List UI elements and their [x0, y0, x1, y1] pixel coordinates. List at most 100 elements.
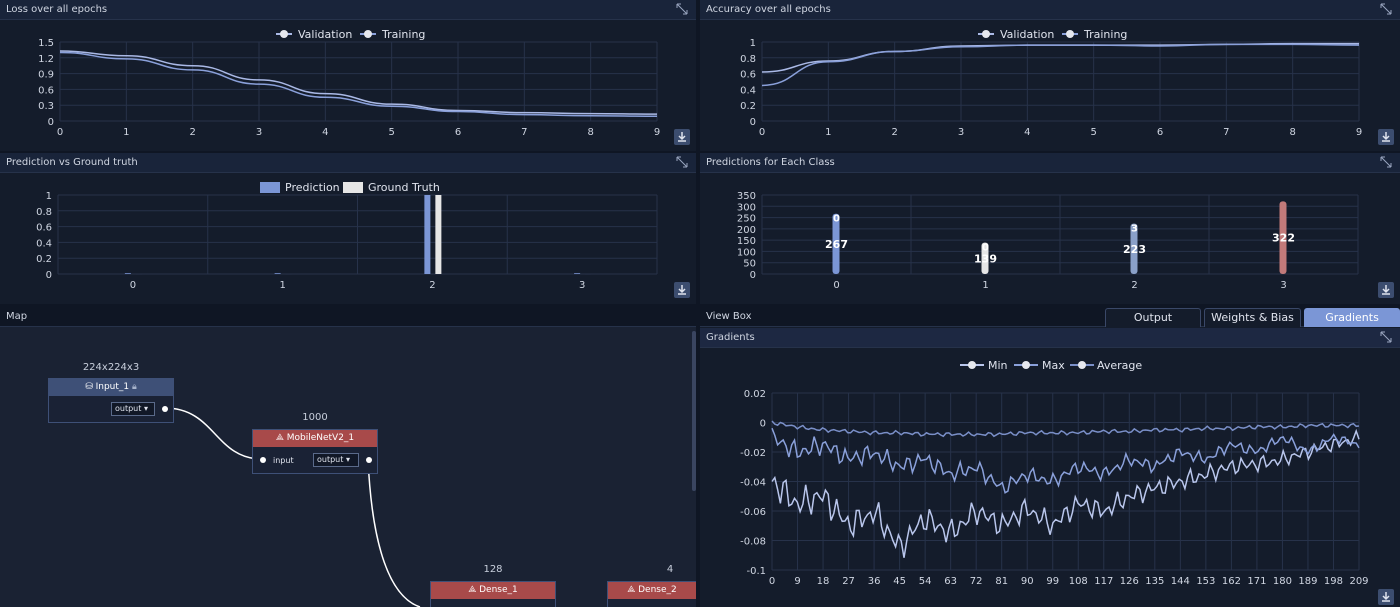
x-tick-label: 3 [579, 280, 585, 291]
node-mobilenet-dim: 1000 [302, 412, 328, 423]
chart-grid [761, 41, 1360, 122]
download-icon [1382, 132, 1390, 142]
download-button[interactable] [1378, 129, 1394, 145]
x-tick-label: 72 [970, 576, 983, 587]
legend-min-marker [968, 361, 976, 369]
map-title: Map [6, 311, 28, 322]
map-scrollbar[interactable] [692, 331, 696, 491]
node-mobilenet-name: MobileNetV2_1 [286, 433, 355, 443]
x-tick-label: 6 [455, 127, 461, 138]
node-dense1[interactable]: ⟁ Dense_1 [430, 581, 556, 607]
bar-ground-truth-2 [435, 195, 442, 274]
legend-validation-marker [280, 30, 288, 38]
node-dense1-header: ⟁ Dense_1 [431, 582, 555, 599]
download-button[interactable] [1378, 589, 1394, 605]
pred-vs-gt-chart: Prediction Ground Truth 1 0.8 0.6 0.4 0.2 0 0 1… [36, 181, 658, 291]
x-tick-label: 0 [833, 280, 839, 291]
legend-max-marker [1022, 361, 1030, 369]
tab-gradients[interactable]: Gradients [1304, 308, 1400, 327]
input-port[interactable] [260, 457, 266, 463]
tab-output[interactable]: Output [1105, 308, 1201, 327]
y-tick-label: 1.2 [38, 54, 54, 65]
legend-training-marker [364, 30, 372, 38]
x-tick-label: 180 [1273, 576, 1292, 587]
series-line-average [771, 420, 1360, 438]
output-select-value: output [115, 404, 142, 413]
node-mobilenet-input-label: input [273, 456, 294, 465]
lock-icon[interactable]: 🔒︎ [129, 382, 137, 392]
node-mobilenet-output-select[interactable]: output ▾ [313, 453, 359, 467]
download-button[interactable] [1378, 282, 1394, 298]
bar-prediction-1 [274, 273, 281, 274]
gradients-subheader: Gradients [700, 328, 1400, 348]
bar-prediction-3 [574, 273, 581, 274]
chart-grid [59, 41, 658, 122]
map-header: Map [0, 307, 696, 327]
x-tick-label: 2 [429, 280, 435, 291]
download-button[interactable] [674, 282, 690, 298]
legend-average: Average [1097, 359, 1142, 372]
gradients-chart: Min Max Average 0.02 0 -0.02 -0.04 -0.06 -0.0… [740, 359, 1368, 587]
output-port[interactable] [366, 457, 372, 463]
layer-icon: ⟁ [627, 585, 639, 595]
y-tick-label: 350 [737, 191, 756, 202]
accuracy-panel: Accuracy over all epochs Validation Trai… [700, 0, 1400, 151]
y-tick-label: 100 [737, 247, 756, 258]
y-tick-label: 0 [48, 117, 54, 128]
x-tick-label: 5 [388, 127, 394, 138]
y-tick-label: 0.8 [36, 207, 52, 218]
download-button[interactable] [674, 129, 690, 145]
x-tick-label: 1 [123, 127, 129, 138]
x-tick-label: 0 [769, 576, 775, 587]
x-tick-label: 162 [1222, 576, 1241, 587]
x-tick-label: 209 [1349, 576, 1368, 587]
bar-value-label: 322 [1272, 232, 1295, 245]
legend-validation: Validation [1000, 28, 1054, 41]
node-mobilenet[interactable]: ⟁ MobileNetV2_1 input output ▾ [252, 429, 378, 474]
class-bar-1 [981, 242, 989, 274]
expand-icon[interactable] [1380, 3, 1392, 15]
expand-icon[interactable] [1380, 331, 1392, 343]
y-tick-label: 0 [750, 270, 756, 281]
chart-grid [761, 194, 1359, 275]
x-tick-label: 1 [825, 127, 831, 138]
x-tick-label: 6 [1157, 127, 1163, 138]
viewbox-header: View Box Output Weights & Bias Gradients [700, 307, 1400, 327]
pred-vs-gt-header: Prediction vs Ground truth [0, 153, 696, 173]
node-input-header: ⛁ Input_1 🔒︎ [49, 379, 173, 396]
y-tick-label: 0.4 [740, 85, 756, 96]
database-icon: ⛁ [85, 382, 96, 392]
node-input-dim: 224x224x3 [82, 362, 140, 373]
map-panel: Map 224x224x3 ⛁ Input_1 🔒︎ output ▾ 1000… [0, 307, 696, 607]
series-line-training [59, 51, 658, 118]
legend-training: Training [1083, 28, 1127, 41]
accuracy-panel-header: Accuracy over all epochs [700, 0, 1400, 20]
node-input-output-select[interactable]: output ▾ [111, 402, 155, 416]
x-tick-label: 8 [587, 127, 593, 138]
map-connections [164, 407, 421, 607]
x-tick-label: 0 [130, 280, 136, 291]
x-tick-label: 7 [521, 127, 527, 138]
layer-icon: ⟁ [468, 585, 480, 595]
node-dense2[interactable]: ⟁ Dense_2 [607, 581, 696, 607]
x-tick-label: 63 [944, 576, 957, 587]
node-mobilenet-header: ⟁ MobileNetV2_1 [253, 430, 377, 447]
output-port[interactable] [162, 406, 168, 412]
x-tick-label: 153 [1196, 576, 1215, 587]
expand-icon[interactable] [676, 3, 688, 15]
legend-max: Max [1042, 359, 1065, 372]
x-tick-label: 3 [256, 127, 262, 138]
y-tick-label: 250 [737, 214, 756, 225]
x-tick-label: 5 [1090, 127, 1096, 138]
x-tick-label: 4 [322, 127, 328, 138]
y-tick-label: 1 [750, 38, 756, 49]
legend-ground-truth-swatch [343, 182, 363, 193]
expand-icon[interactable] [676, 156, 688, 168]
expand-icon[interactable] [1380, 156, 1392, 168]
node-input[interactable]: ⛁ Input_1 🔒︎ output ▾ [48, 378, 174, 423]
tab-weights-bias[interactable]: Weights & Bias [1204, 308, 1301, 327]
legend-validation: Validation [298, 28, 352, 41]
viewbox-title: View Box [706, 311, 752, 322]
bar-value-label: 139 [974, 252, 997, 265]
